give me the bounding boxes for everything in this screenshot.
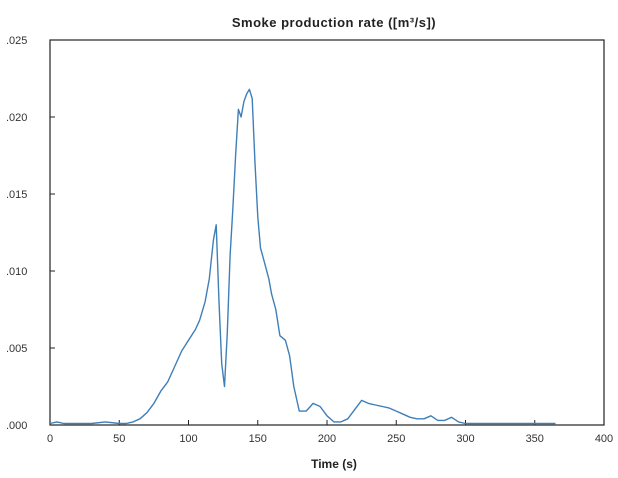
x-tick-label: 150 (249, 433, 267, 445)
x-tick-label: 250 (387, 433, 405, 445)
y-tick-label: .020 (6, 112, 27, 124)
y-tick-label: .025 (6, 35, 27, 47)
y-tick-label: .000 (6, 420, 27, 432)
chart-title: Smoke production rate ([m³/s]) (232, 15, 436, 30)
x-tick-label: 350 (526, 433, 544, 445)
x-tick-label: 50 (113, 433, 125, 445)
series-group (49, 88, 556, 425)
x-tick-label: 200 (318, 433, 336, 445)
x-tick-label: 0 (47, 433, 53, 445)
y-tick-label: .015 (6, 189, 27, 201)
y-axis: .000 .005 .010 .015 .020 .025 (6, 35, 55, 432)
x-axis: 0 50 100 150 200 250 300 350 400 (47, 420, 613, 445)
y-tick-label: .010 (6, 266, 27, 278)
x-tick-label: 100 (179, 433, 197, 445)
x-axis-label: Time (s) (311, 457, 357, 471)
x-tick-label: 300 (456, 433, 474, 445)
y-tick-label: .005 (6, 343, 27, 355)
x-tick-label: 400 (595, 433, 613, 445)
series-line-0 (49, 88, 556, 425)
plot-frame (49, 39, 605, 426)
